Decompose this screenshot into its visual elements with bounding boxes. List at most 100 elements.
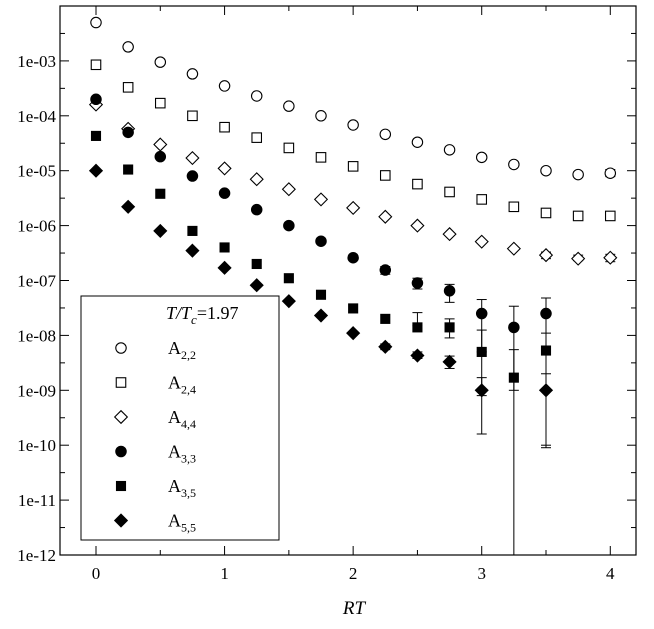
data-point <box>474 383 489 398</box>
data-point <box>250 203 263 216</box>
data-point <box>153 223 168 238</box>
data-point <box>506 241 521 256</box>
data-point <box>442 354 457 369</box>
data-point <box>604 167 617 179</box>
data-point <box>218 187 231 199</box>
data-point <box>411 277 424 289</box>
data-point <box>155 188 166 199</box>
data-point <box>508 321 520 334</box>
legend: T/Tc=1.97 A2,2 A2,4 A4,4 A3,3 A3,5 A5,5 <box>80 295 280 541</box>
x-tick-label: 0 <box>92 564 101 583</box>
legend-marker <box>115 445 127 458</box>
x-axis: 0 1 2 3 4 <box>92 6 615 583</box>
x-tick-label: 4 <box>606 564 615 583</box>
data-point <box>90 16 102 29</box>
series-2-4 <box>90 59 616 222</box>
data-point <box>283 273 294 284</box>
data-point <box>379 170 391 181</box>
data-point <box>185 150 200 166</box>
data-point <box>281 182 296 197</box>
data-point <box>348 303 359 314</box>
data-point <box>410 218 425 233</box>
data-point <box>219 121 230 133</box>
legend-label: A2,4 <box>168 373 196 397</box>
legend-title: T/Tc=1.97 <box>166 303 238 327</box>
series-3-3 <box>90 93 552 391</box>
data-point <box>283 100 295 112</box>
series-5-5 <box>88 163 554 449</box>
legend-marker <box>115 480 127 492</box>
data-point <box>508 201 520 213</box>
legend-marker <box>115 342 127 354</box>
data-point <box>315 110 327 122</box>
legend-marker <box>115 377 127 388</box>
y-tick-label: 1e-06 <box>17 217 56 236</box>
x-axis-title: RT <box>342 598 367 619</box>
data-point <box>250 90 263 102</box>
data-point <box>444 186 455 198</box>
series-2-2 <box>90 16 617 181</box>
data-point <box>508 158 520 171</box>
data-point <box>378 339 393 354</box>
y-tick-label: 1e-04 <box>17 107 56 126</box>
data-point <box>122 82 134 93</box>
data-point <box>412 178 423 190</box>
data-point <box>443 285 456 297</box>
x-tick-label: 1 <box>220 564 229 583</box>
data-point <box>313 192 329 207</box>
y-tick-label: 1e-10 <box>17 436 56 455</box>
data-point <box>444 322 455 333</box>
data-point <box>442 227 457 242</box>
data-point <box>251 258 262 270</box>
legend-label: A4,4 <box>168 407 196 431</box>
data-point <box>540 345 552 356</box>
data-point <box>315 289 327 300</box>
data-point <box>379 264 392 276</box>
y-tick-label: 1e-05 <box>17 162 56 181</box>
data-point <box>88 163 104 178</box>
data-point <box>154 56 167 68</box>
data-point <box>475 307 488 320</box>
data-point <box>90 130 102 141</box>
legend-marker <box>113 409 129 425</box>
data-point <box>90 59 102 71</box>
data-point <box>186 68 199 80</box>
data-point <box>219 242 230 253</box>
legend-label: A3,5 <box>168 476 196 500</box>
y-tick-label: 1e-11 <box>18 491 56 510</box>
data-point <box>411 136 424 148</box>
y-tick-label: 1e-12 <box>17 546 56 565</box>
data-point <box>217 260 232 275</box>
data-point <box>379 128 392 141</box>
data-point <box>571 251 586 266</box>
data-point <box>153 137 168 152</box>
data-point <box>122 126 134 139</box>
data-point <box>315 152 327 163</box>
y-tick-label: 1e-03 <box>17 52 56 71</box>
y-tick-label: 1e-09 <box>17 381 56 400</box>
data-point <box>283 219 295 232</box>
data-point <box>346 326 361 341</box>
data-point <box>538 383 554 398</box>
data-point <box>475 151 488 164</box>
data-point <box>508 372 519 383</box>
data-point <box>121 199 136 214</box>
data-point <box>476 346 487 357</box>
data-point <box>346 200 361 215</box>
data-point <box>604 210 616 222</box>
data-point <box>538 248 554 263</box>
data-point <box>540 307 552 320</box>
data-point <box>410 348 425 363</box>
legend-box <box>80 295 280 541</box>
y-tick-label: 1e-07 <box>17 272 56 291</box>
data-point <box>315 235 327 247</box>
series-3-5 <box>90 130 552 555</box>
data-point <box>347 161 359 172</box>
x-tick-label: 3 <box>477 564 486 583</box>
data-point <box>347 251 359 264</box>
data-point <box>187 110 198 122</box>
legend-label: A3,3 <box>168 442 196 466</box>
data-point <box>283 142 295 154</box>
data-point <box>251 132 263 143</box>
